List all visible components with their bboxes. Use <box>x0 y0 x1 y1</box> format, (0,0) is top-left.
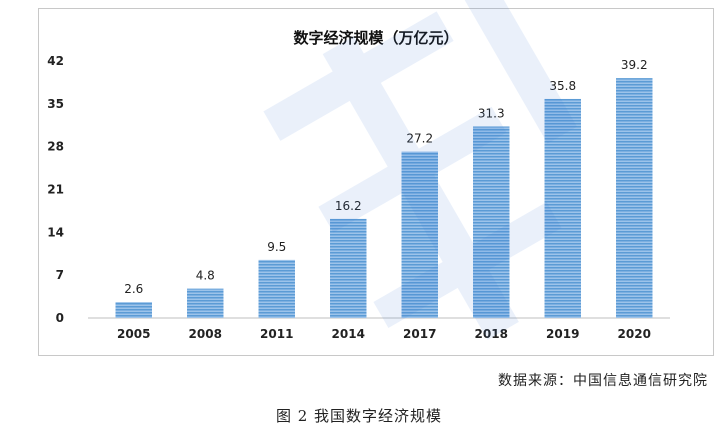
y-tick-label: 21 <box>47 183 64 197</box>
data-label: 4.8 <box>196 269 215 283</box>
y-tick-label: 0 <box>56 311 64 325</box>
data-label: 31.3 <box>478 106 505 120</box>
x-tick-label: 2017 <box>403 327 436 341</box>
x-tick-label: 2018 <box>475 327 508 341</box>
data-label: 9.5 <box>267 240 286 254</box>
chart-title: 数字经济规模（万亿元） <box>293 29 459 47</box>
bar <box>473 126 510 318</box>
figure-caption: 图 2 我国数字经济规模 <box>275 407 443 425</box>
bar <box>330 218 367 318</box>
x-tick-label: 2014 <box>332 327 365 341</box>
y-tick-label: 14 <box>47 225 64 239</box>
x-tick-label: 2011 <box>260 327 293 341</box>
source-note: 数据来源：中国信息通信研究院 <box>498 373 708 389</box>
data-label: 27.2 <box>406 132 433 146</box>
y-tick-label: 28 <box>47 140 64 154</box>
bar <box>544 98 581 318</box>
y-axis: 0 7 14 21 28 35 42 <box>47 54 64 325</box>
bar <box>401 151 438 318</box>
x-tick-label: 2008 <box>189 327 222 341</box>
y-tick-label: 42 <box>47 54 64 68</box>
bar <box>115 302 152 318</box>
data-label: 35.8 <box>549 79 576 93</box>
data-label: 2.6 <box>124 282 143 296</box>
y-tick-label: 35 <box>47 97 64 111</box>
bars <box>115 78 653 318</box>
x-axis: 2005 2008 2011 2014 2017 2018 2019 2020 <box>88 317 670 341</box>
bar <box>616 78 653 318</box>
data-labels: 2.6 4.8 9.5 16.2 27.2 31.3 35.8 39.2 <box>124 58 647 296</box>
data-label: 16.2 <box>335 199 362 213</box>
x-tick-label: 2019 <box>546 327 579 341</box>
bar <box>187 288 224 318</box>
bar <box>258 259 295 318</box>
x-tick-label: 2005 <box>117 327 150 341</box>
x-tick-label: 2020 <box>618 327 651 341</box>
y-tick-label: 7 <box>56 268 64 282</box>
data-label: 39.2 <box>621 58 648 72</box>
chart-frame: 数字经济规模（万亿元） <box>38 8 714 356</box>
